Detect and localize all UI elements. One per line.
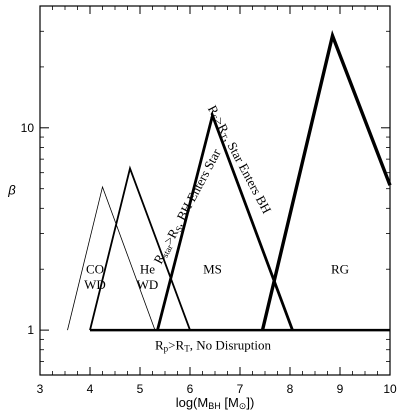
region-label-rg: RG [331,262,349,277]
region-label-he: He [140,262,155,277]
x-tick-label: 4 [87,382,94,396]
x-tick-label: 10 [383,382,397,396]
x-tick-label: 9 [337,382,344,396]
region-label-ms: MS [203,262,222,277]
x-tick-label: 8 [287,382,294,396]
annotation-2: Rstar>RS, BH Enters Star [150,146,225,267]
region-label-co: CO [86,262,104,277]
series-line-ms [156,110,294,331]
region-label-wd: WD [84,277,106,292]
x-tick-label: 6 [187,382,194,396]
axis-ticks: 3 4 5 6 7 8 9 10 1 10 [21,6,397,396]
y-tick-label: 1 [27,323,34,337]
x-tick-label: 3 [37,382,44,396]
series-line-rg [260,30,392,331]
x-tick-label: 5 [137,382,144,396]
x-tick-label: 7 [237,382,244,396]
x-axis-title: log(MBH [M⊙]) [176,395,255,411]
y-axis-title: β [7,183,16,198]
region-label-wd: WD [137,277,159,292]
y-tick-label: 10 [21,121,35,135]
annotation-1: Rp>RT, No Disruption [155,338,271,354]
series-line-co-wd [67,185,156,331]
